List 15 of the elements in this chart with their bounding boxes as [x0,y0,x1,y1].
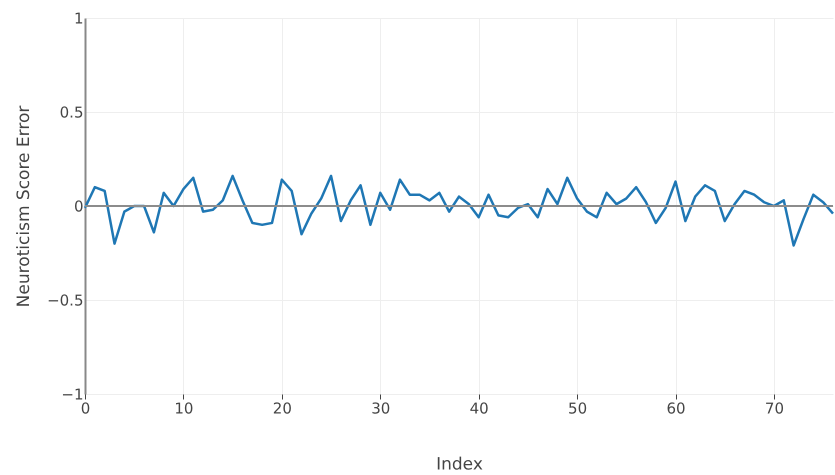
y-tick-label: 0.5 [60,104,84,122]
x-tick-label: 50 [568,400,588,418]
x-axis-title: Index [436,454,483,474]
x-tick-label: 40 [470,400,489,418]
x-tick-label: 10 [174,400,194,418]
y-tick-label: −0.5 [47,292,84,310]
x-tick-label: 30 [371,400,390,418]
line-series [84,174,834,247]
x-tick-label: 60 [666,400,686,418]
y-tick-label: 0 [74,198,84,216]
x-tick-label: 70 [764,400,784,418]
y-tick-label: 1 [74,10,84,28]
y-axis-title: Neuroticism Score Error [14,106,34,308]
y-tick-label: −1 [61,386,84,404]
x-tick-label: 20 [272,400,292,418]
